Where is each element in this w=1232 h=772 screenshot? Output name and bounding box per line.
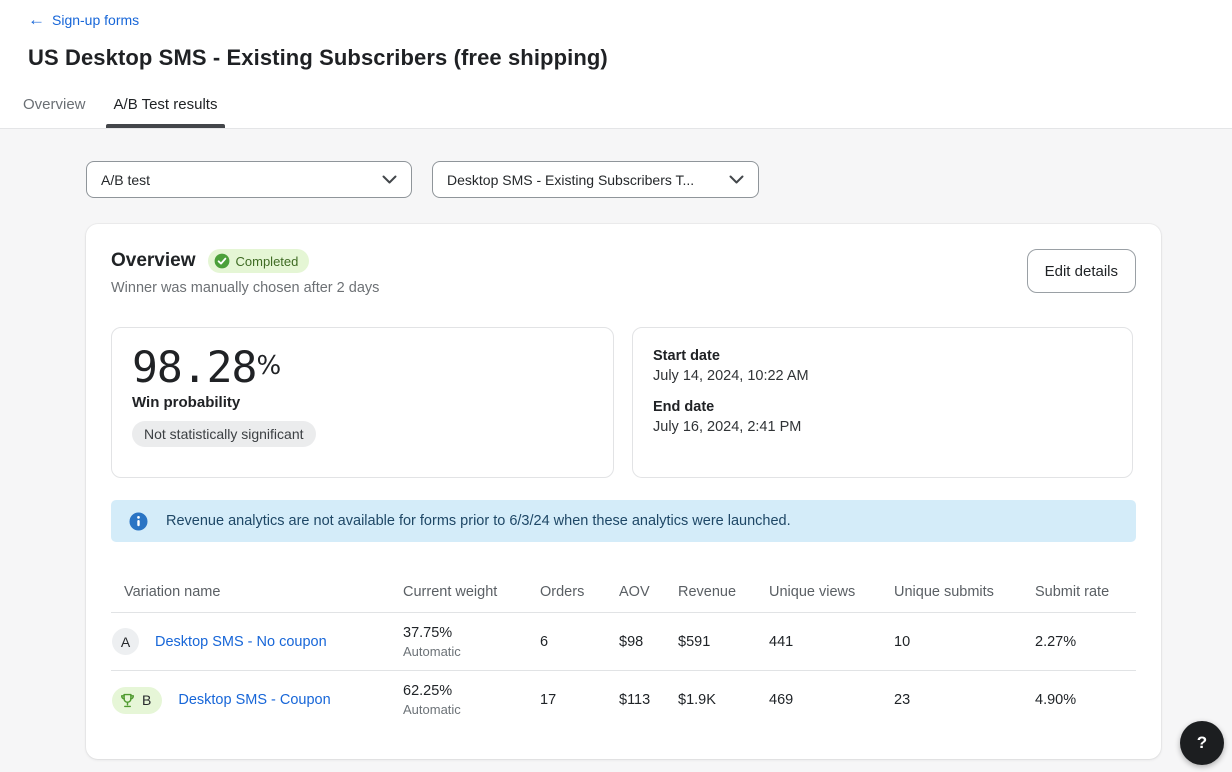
col-revenue: Revenue [678,584,737,600]
unique-submits-cell: 23 [894,692,911,708]
info-banner-text: Revenue analytics are not available for … [166,513,791,529]
weight-cell: 62.25% Automatic [403,683,540,717]
orders-cell: 17 [540,692,557,708]
table-row-variation-a: A Desktop SMS - No coupon 37.75% Automat… [111,613,1136,671]
start-date-label: Start date [653,348,720,364]
win-probability-card: 98.28% Win probability Not statistically… [111,327,614,478]
back-link-label: Sign-up forms [52,11,140,28]
col-aov: AOV [619,584,650,600]
variations-table: Variation name Current weight Orders AOV… [111,572,1136,729]
col-unique-views: Unique views [769,584,856,600]
start-date-value: July 14, 2024, 10:22 AM [653,368,809,384]
info-icon [129,512,148,530]
page-header: ← Sign-up forms US Desktop SMS - Existin… [0,0,1232,129]
dates-card: Start date July 14, 2024, 10:22 AM End d… [632,327,1133,478]
significance-badge: Not statistically significant [132,421,316,448]
overview-heading: Overview [111,250,196,271]
chevron-down-icon [382,175,397,184]
edit-details-button[interactable]: Edit details [1026,249,1136,293]
end-date-value: July 16, 2024, 2:41 PM [653,419,802,435]
main-content: A/B test Desktop SMS - Existing Subscrib… [0,129,1232,759]
variation-b-link[interactable]: Desktop SMS - Coupon [178,692,331,708]
aov-cell: $113 [619,692,651,708]
unique-submits-cell: 10 [894,633,911,650]
weight-mode: Automatic [403,702,461,717]
back-link[interactable]: ← Sign-up forms [28,11,139,28]
variation-b-winner-badge: B [112,686,163,714]
form-select[interactable]: Desktop SMS - Existing Subscribers T... [432,161,759,198]
status-badge-label: Completed [235,253,299,269]
page-title: US Desktop SMS - Existing Subscribers (f… [28,45,608,70]
table-header-row: Variation name Current weight Orders AOV… [111,572,1136,613]
win-probability-value: 98.28% [132,343,282,393]
end-date-label: End date [653,399,715,415]
test-type-select[interactable]: A/B test [86,161,412,198]
overview-heading-block: Overview Completed Winner was manually c… [111,249,379,296]
table-row-variation-b: B Desktop SMS - Coupon 62.25% Automatic … [111,671,1136,729]
revenue-cell: $1.9K [678,692,716,708]
col-current-weight: Current weight [403,584,498,600]
col-unique-submits: Unique submits [894,584,994,600]
chevron-down-icon [729,175,744,184]
form-select-value: Desktop SMS - Existing Subscribers T... [447,171,695,188]
winner-subtitle: Winner was manually chosen after 2 days [111,280,380,296]
win-probability-label: Win probability [132,394,241,412]
overview-card: Overview Completed Winner was manually c… [86,224,1161,759]
weight-value: 37.75% [403,624,453,641]
submit-rate-cell: 4.90% [1035,692,1077,708]
tab-ab-test-results[interactable]: A/B Test results [105,96,226,128]
test-type-value: A/B test [101,171,151,188]
weight-value: 62.25% [403,683,453,699]
variation-a-link[interactable]: Desktop SMS - No coupon [155,633,327,650]
info-banner: Revenue analytics are not available for … [111,500,1136,542]
filter-row: A/B test Desktop SMS - Existing Subscrib… [86,161,1232,198]
aov-cell: $98 [619,633,644,650]
trophy-icon [120,693,135,707]
stats-row: 98.28% Win probability Not statistically… [111,327,1136,478]
unique-views-cell: 469 [769,692,794,708]
tab-overview[interactable]: Overview [23,96,86,113]
weight-cell: 37.75% Automatic [403,625,540,659]
variation-a-badge: A [112,628,139,655]
orders-cell: 6 [540,633,549,650]
back-arrow-icon: ← [28,10,45,29]
end-date-block: End date July 16, 2024, 2:41 PM [653,399,1112,435]
variation-b-badge-label: B [142,692,152,708]
col-submit-rate: Submit rate [1035,584,1110,600]
status-badge: Completed [207,249,310,273]
unique-views-cell: 441 [769,633,794,650]
revenue-cell: $591 [678,633,711,650]
tab-bar: Overview A/B Test results [15,96,226,128]
col-orders: Orders [540,584,585,600]
percent-sign: % [256,351,282,381]
check-circle-icon [214,253,229,269]
weight-mode: Automatic [403,643,461,659]
help-button[interactable]: ? [1180,721,1224,765]
start-date-block: Start date July 14, 2024, 10:22 AM [653,348,1112,384]
submit-rate-cell: 2.27% [1035,633,1077,650]
overview-card-header: Overview Completed Winner was manually c… [111,249,1136,296]
col-variation-name: Variation name [124,584,221,600]
